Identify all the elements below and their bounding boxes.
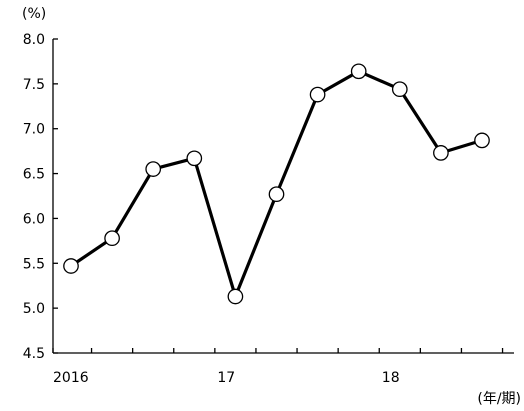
series bbox=[63, 63, 490, 305]
x-tick-label: 18 bbox=[382, 370, 400, 386]
data-point bbox=[391, 81, 408, 98]
data-point bbox=[104, 230, 120, 247]
y-tick-label: 6.5 bbox=[23, 167, 45, 183]
data-point bbox=[433, 145, 449, 161]
data-point bbox=[227, 288, 244, 305]
data-point bbox=[186, 150, 203, 167]
data-point bbox=[309, 86, 326, 103]
y-tick-label: 8.0 bbox=[23, 32, 45, 48]
x-unit-label: (年/期) bbox=[477, 391, 521, 407]
data-point bbox=[474, 132, 490, 149]
y-tick-label: 4.5 bbox=[23, 346, 45, 362]
tick-labels: 4.5 5.0 5.5 6.0 6.5 7.0 7.5 8.0 2016 17 18 bbox=[23, 32, 400, 386]
ticks bbox=[52, 38, 504, 354]
y-unit-label: (%) bbox=[22, 6, 46, 22]
data-point bbox=[268, 186, 285, 203]
series-line bbox=[70, 69, 483, 299]
x-tick-label: 2016 bbox=[53, 370, 89, 386]
y-tick-label: 6.0 bbox=[23, 211, 45, 227]
x-tick-label: 17 bbox=[217, 370, 235, 386]
data-point bbox=[350, 63, 367, 80]
y-tick-label: 5.0 bbox=[23, 301, 45, 317]
y-tick-label: 7.0 bbox=[23, 122, 45, 138]
y-tick-label: 7.5 bbox=[23, 77, 45, 93]
data-point bbox=[145, 161, 162, 177]
data-point bbox=[63, 258, 79, 274]
y-tick-label: 5.5 bbox=[23, 256, 45, 272]
axes bbox=[52, 39, 514, 354]
